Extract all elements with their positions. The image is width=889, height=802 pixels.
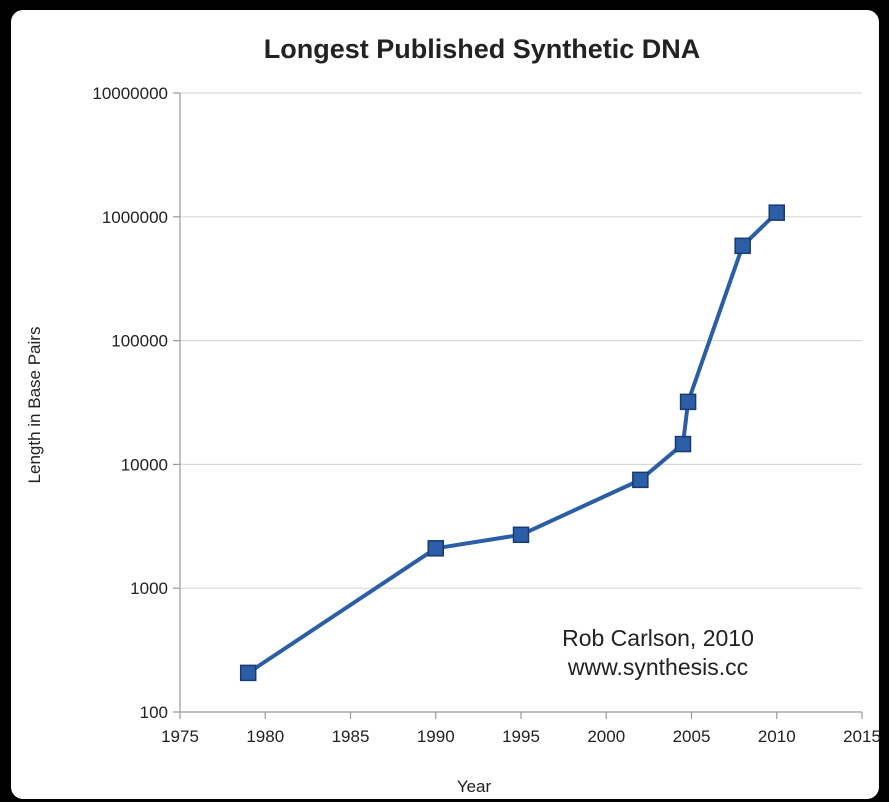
x-tick-label: 1985: [332, 727, 370, 746]
y-axis-label: Length in Base Pairs: [25, 327, 44, 484]
credit-website: www.synthesis.cc: [567, 654, 748, 680]
chart-title: Longest Published Synthetic DNA: [264, 34, 701, 64]
x-tick-label: 2015: [843, 727, 881, 746]
data-point: [768, 204, 785, 221]
x-tick-label: 2000: [587, 727, 625, 746]
series: [239, 204, 785, 682]
data-point: [632, 471, 649, 489]
y-tick-label: 100: [140, 703, 168, 722]
y-tick-label: 100000: [111, 332, 168, 351]
y-tick-label: 1000: [130, 579, 168, 598]
y-tick-label: 1000000: [102, 208, 168, 227]
data-point: [679, 393, 697, 411]
data-point: [734, 237, 751, 255]
x-tick-label: 2005: [673, 727, 711, 746]
x-tick-label: 1995: [502, 727, 540, 746]
y-tick-label: 10000: [121, 455, 168, 474]
x-tick-label: 1990: [417, 727, 455, 746]
x-tick-label: 1975: [161, 727, 199, 746]
y-tick-label: 10000000: [92, 84, 168, 103]
series-line: [247, 211, 779, 675]
data-point: [674, 435, 692, 453]
data-point: [239, 664, 257, 682]
x-tick-label: 2010: [758, 727, 796, 746]
grid: [180, 92, 862, 589]
data-point: [512, 526, 530, 544]
credit-author: Rob Carlson, 2010: [562, 625, 754, 651]
x-tick-label: 1980: [246, 727, 284, 746]
data-point: [427, 540, 444, 557]
y-axis-ticks: 100 1000 10000 100000 1000000 10000000: [92, 84, 180, 722]
x-axis-ticks: 1975 1980 1985 1990 1995 2000 2005 2010 2015: [161, 712, 881, 746]
axes: [179, 93, 862, 713]
chart-background: [11, 10, 879, 799]
x-axis-label: Year: [457, 777, 492, 796]
